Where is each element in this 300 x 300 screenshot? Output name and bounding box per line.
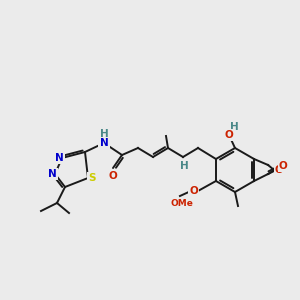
Text: H: H xyxy=(100,129,108,139)
Text: O: O xyxy=(109,171,117,181)
Text: O: O xyxy=(225,130,233,140)
Text: OMe: OMe xyxy=(170,199,194,208)
Text: O: O xyxy=(279,161,287,171)
Text: N: N xyxy=(100,138,108,148)
Text: H: H xyxy=(180,161,188,171)
Text: N: N xyxy=(48,169,56,179)
Text: H: H xyxy=(230,122,238,132)
Text: S: S xyxy=(88,173,96,183)
Text: O: O xyxy=(275,165,284,175)
Text: O: O xyxy=(190,186,198,196)
Text: N: N xyxy=(55,153,63,163)
